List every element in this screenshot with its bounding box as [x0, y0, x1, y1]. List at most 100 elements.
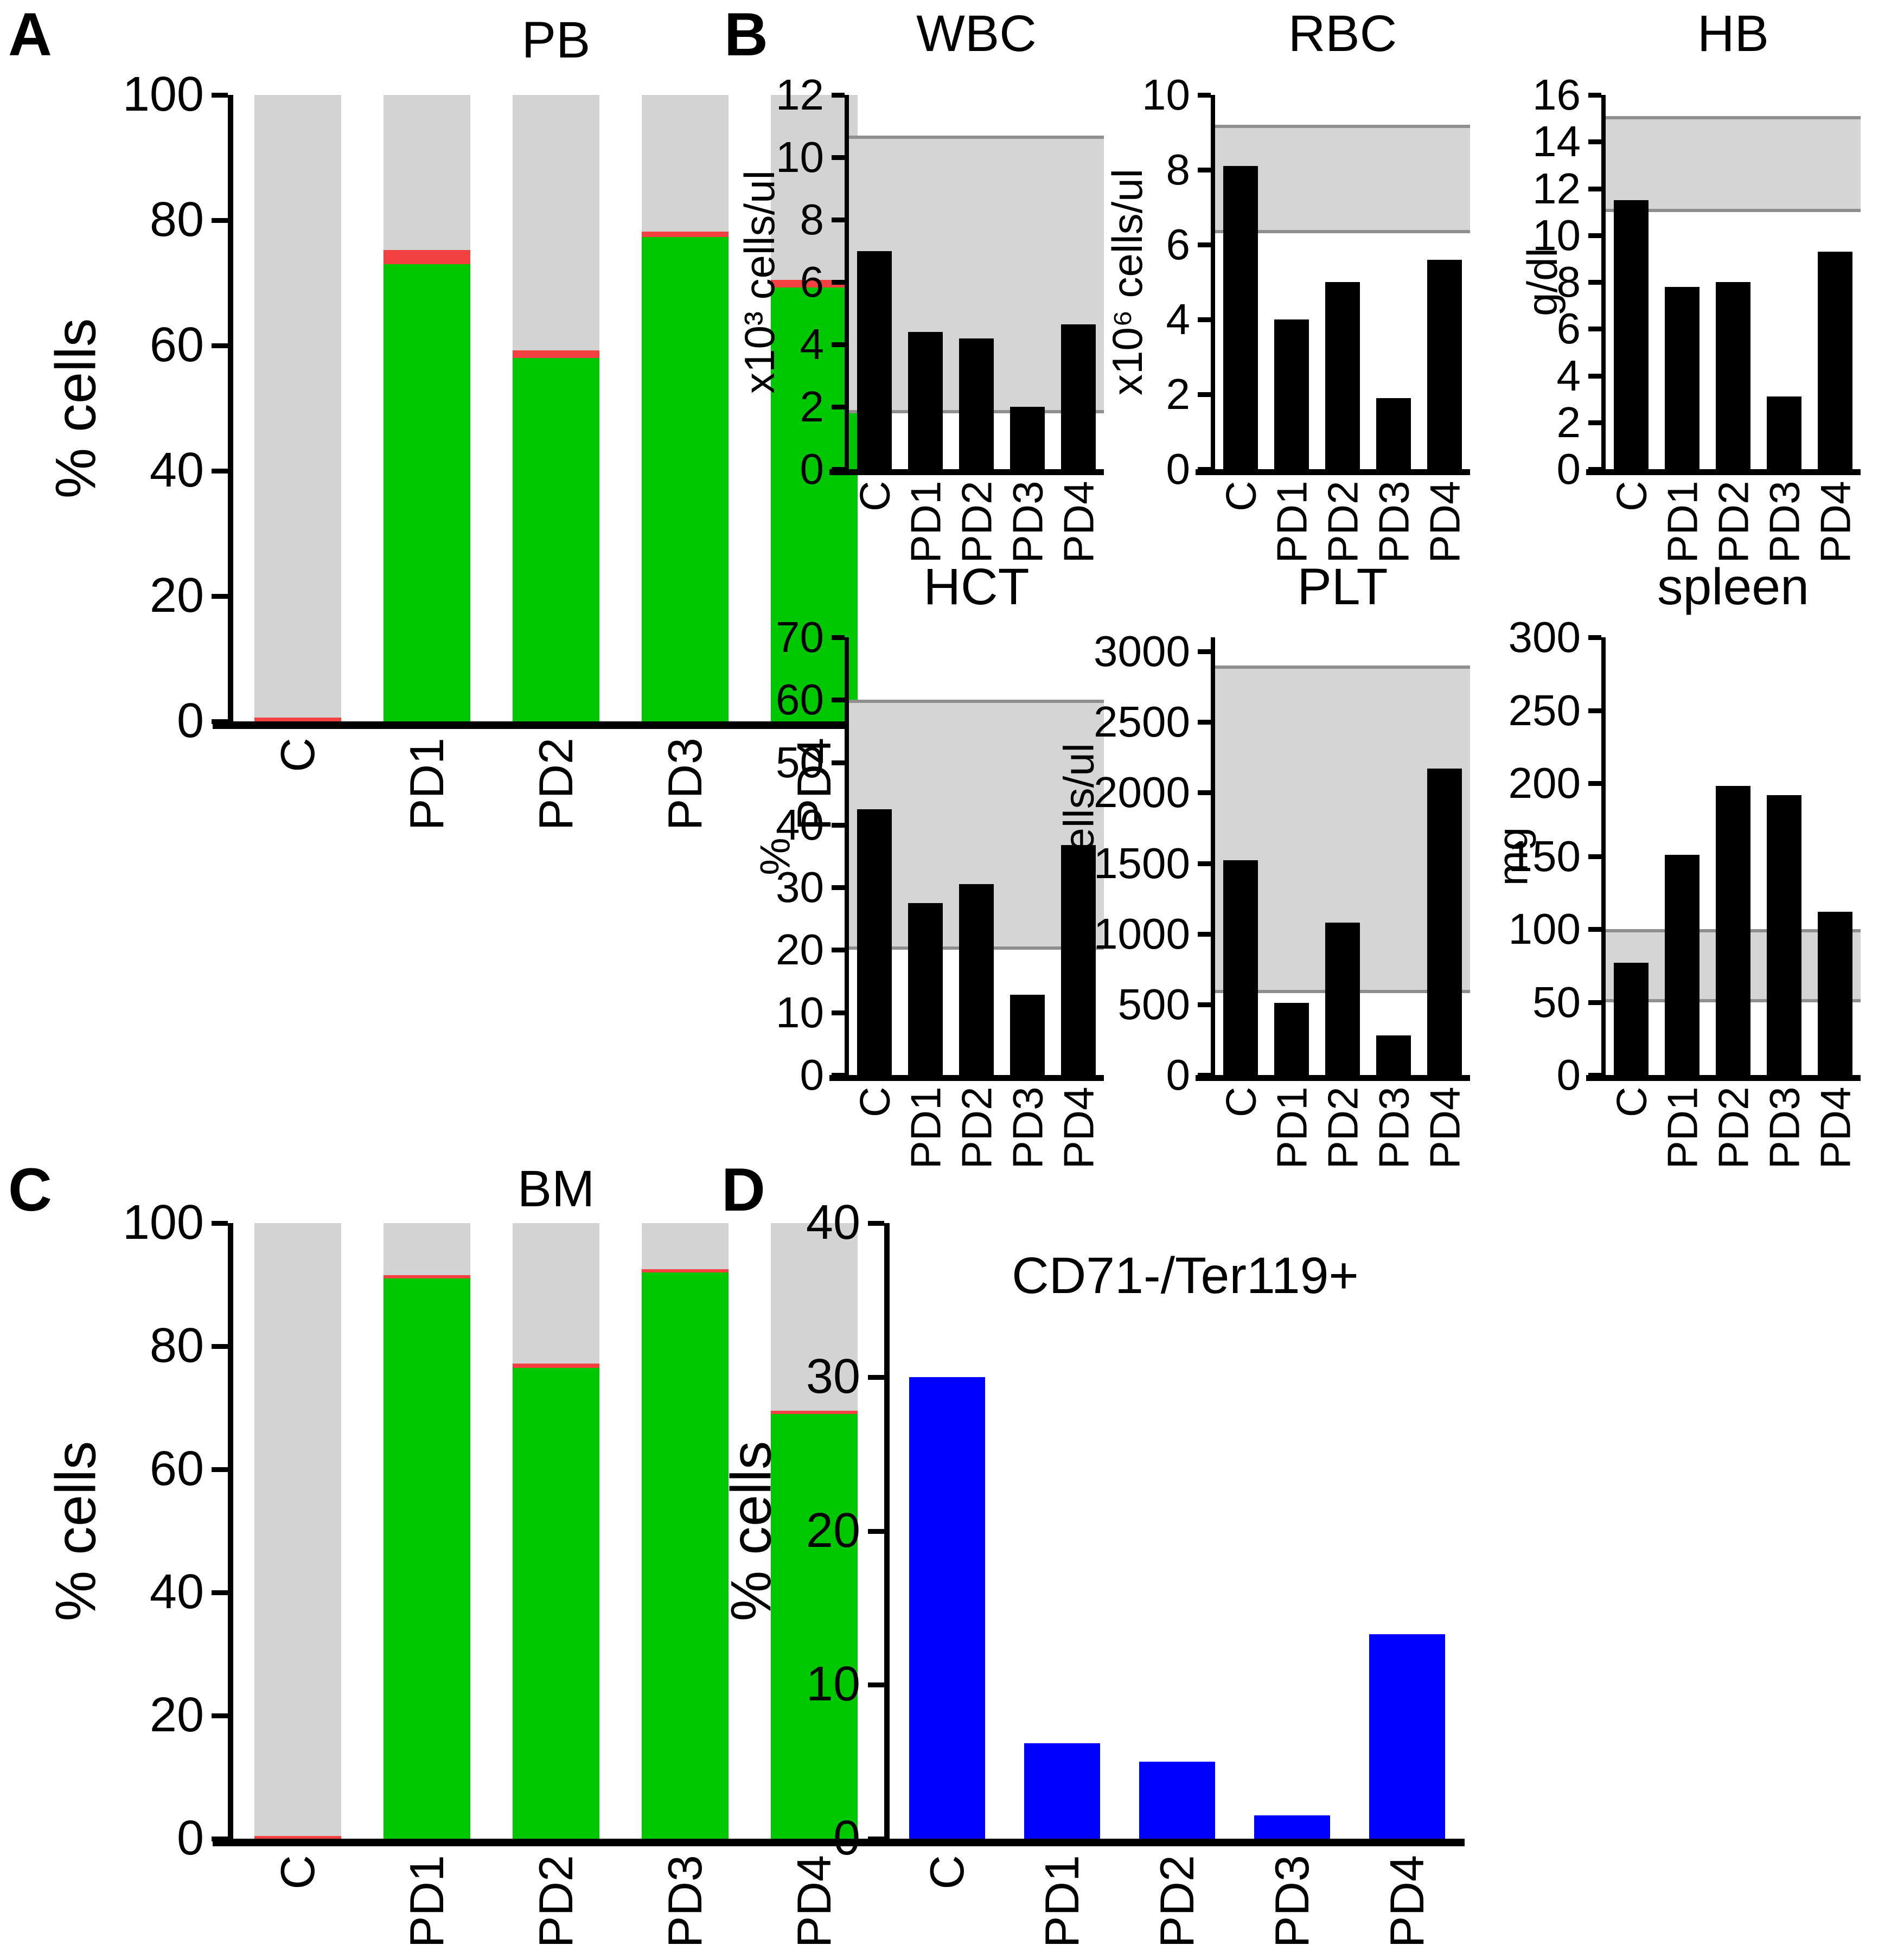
chart-spleen-y-tick-label: 100: [1508, 905, 1581, 953]
chart-hct-y-tick: [832, 1073, 845, 1078]
chart-pb-y-tick-label: 80: [149, 193, 204, 247]
chart-spleen-bar-C: [1614, 962, 1649, 1075]
chart-wbc-y-axis-label: x10³ cells/ul: [736, 170, 783, 394]
chart-wbc-y-tick-label: 2: [800, 382, 825, 431]
chart-cd71-title: CD71-/Ter119+: [1012, 1247, 1359, 1304]
chart-wbc-bar-PD3: [1010, 407, 1045, 469]
chart-plt-x-label-PD3: PD3: [1370, 1086, 1417, 1169]
chart-bm-x-label-PD1: PD1: [400, 1855, 453, 1945]
chart-pb-y-tick: [212, 343, 228, 348]
chart-spleen-y-axis: [1601, 637, 1606, 1075]
chart-rbc-bar-PD3: [1376, 398, 1411, 469]
chart-bm-y-tick-label: 40: [149, 1565, 204, 1619]
chart-wbc-bar-C: [857, 251, 892, 469]
chart-rbc-y-tick: [1198, 467, 1211, 472]
chart-plt-y-axis-label: x10⁶ cells/ul: [1055, 743, 1102, 970]
chart-plt-y-tick-label: 0: [1166, 1051, 1191, 1099]
chart-hb-title: HB: [1697, 5, 1769, 62]
chart-cd71-y-tick: [868, 1528, 884, 1534]
chart-plt-y-tick-label: 2500: [1094, 698, 1190, 746]
chart-bm-y-tick-label: 20: [149, 1688, 204, 1742]
chart-spleen-y-tick: [1588, 854, 1601, 859]
chart-rbc-y-tick-label: 4: [1166, 295, 1191, 343]
chart-cd71-y-tick: [868, 1682, 884, 1688]
chart-hb-y-tick: [1588, 280, 1601, 285]
chart-pb-y-tick-label: 20: [149, 568, 204, 623]
chart-rbc-y-axis: [1211, 95, 1215, 469]
chart-pb-y-tick: [212, 469, 228, 474]
chart-bm-y-axis: [228, 1223, 233, 1839]
chart-bm-y-tick: [212, 1713, 228, 1718]
chart-spleen-y-tick-label: 50: [1532, 977, 1581, 1026]
chart-pb-y-tick: [212, 218, 228, 223]
chart-rbc-x-axis: [1196, 469, 1470, 475]
chart-rbc-bar-PD4: [1427, 259, 1462, 469]
chart-rbc-y-tick: [1198, 168, 1211, 172]
chart-pb-y-tick-label: 0: [176, 694, 204, 748]
chart-plt-y-tick: [1198, 1073, 1211, 1078]
chart-wbc-y-tick: [832, 467, 845, 472]
panel-label-b: B: [724, 1, 768, 68]
chart-bm-y-tick: [212, 1590, 228, 1595]
chart-wbc-y-tick-label: 6: [800, 258, 825, 306]
chart-pb-y-tick: [212, 93, 228, 98]
chart-rbc-bar-PD2: [1325, 282, 1360, 469]
chart-pb-bar-C-red-segment: [254, 718, 341, 721]
chart-hct-y-tick: [832, 948, 845, 953]
chart-bm-bar-PD4-gray-segment: [771, 1223, 858, 1411]
chart-hct-title: HCT: [923, 558, 1030, 616]
chart-plt-y-tick: [1198, 931, 1211, 937]
chart-hb-y-tick-label: 4: [1556, 351, 1581, 400]
chart-rbc-y-tick: [1198, 242, 1211, 247]
chart-spleen-y-tick: [1588, 635, 1601, 640]
chart-pb-y-axis-label: % cells: [44, 318, 107, 498]
chart-hct-y-tick-label: 30: [776, 863, 824, 912]
chart-plt-title: PLT: [1297, 558, 1388, 616]
chart-pb-bar-PD4-gray-segment: [771, 95, 858, 280]
chart-pb-bar-PD2-gray-segment: [513, 95, 599, 351]
chart-bm-y-tick-label: 60: [149, 1442, 204, 1496]
chart-hb-y-tick-label: 16: [1532, 71, 1581, 119]
chart-rbc-y-tick-label: 6: [1166, 220, 1191, 268]
chart-cd71-bar-PD4: [1369, 1634, 1445, 1839]
chart-plt-y-axis: [1211, 637, 1215, 1075]
chart-hb-y-tick: [1588, 186, 1601, 191]
chart-spleen-y-tick-label: 200: [1508, 759, 1581, 807]
chart-wbc-title: WBC: [916, 5, 1037, 62]
chart-cd71-y-tick-label: 40: [806, 1195, 860, 1250]
chart-pb-bar-PD2-green-segment: [513, 358, 599, 721]
chart-spleen-y-tick: [1588, 927, 1601, 932]
chart-hb-y-tick: [1588, 139, 1601, 145]
chart-spleen-x-label-PD4: PD4: [1811, 1086, 1859, 1169]
chart-cd71-y-tick-label: 20: [806, 1503, 860, 1558]
chart-bm-x-label-C: C: [271, 1855, 324, 1890]
chart-plt-y-tick: [1198, 720, 1211, 725]
chart-wbc-y-tick-label: 8: [800, 195, 825, 244]
chart-spleen-bar-PD1: [1665, 854, 1699, 1075]
chart-rbc-bar-PD1: [1274, 319, 1309, 469]
chart-hct-bar-PD4: [1061, 844, 1096, 1075]
chart-wbc-bar-PD1: [908, 332, 943, 469]
chart-bm-y-axis-label: % cells: [44, 1441, 107, 1621]
chart-hb-y-tick: [1588, 327, 1601, 332]
chart-spleen-bar-PD4: [1818, 911, 1852, 1075]
chart-bm-y-tick-label: 100: [122, 1195, 204, 1250]
chart-plt-x-label-PD4: PD4: [1421, 1086, 1468, 1169]
chart-plt-y-tick: [1198, 1002, 1211, 1007]
chart-bm-bar-PD2-red-segment: [513, 1363, 599, 1368]
chart-hct-y-tick: [832, 635, 845, 640]
chart-bm-bar-PD3-red-segment: [642, 1269, 729, 1272]
chart-wbc-y-tick: [832, 155, 845, 160]
chart-pb-title: PB: [521, 11, 591, 69]
chart-pb-y-tick-label: 40: [149, 443, 204, 497]
chart-bm-bar-C-red-segment: [254, 1836, 341, 1839]
chart-spleen-y-tick-label: 300: [1508, 613, 1581, 661]
panel-label-d: D: [721, 1156, 765, 1224]
chart-bm-bar-C-gray-segment: [254, 1223, 341, 1837]
chart-cd71-y-tick: [868, 1221, 884, 1226]
chart-hct-x-label-PD1: PD1: [902, 1086, 949, 1169]
chart-spleen-y-tick: [1588, 1073, 1601, 1078]
chart-spleen-y-tick-label: 150: [1508, 831, 1581, 880]
chart-pb-x-label-PD1: PD1: [400, 738, 453, 831]
chart-cd71-x-label-PD1: PD1: [1035, 1855, 1089, 1945]
